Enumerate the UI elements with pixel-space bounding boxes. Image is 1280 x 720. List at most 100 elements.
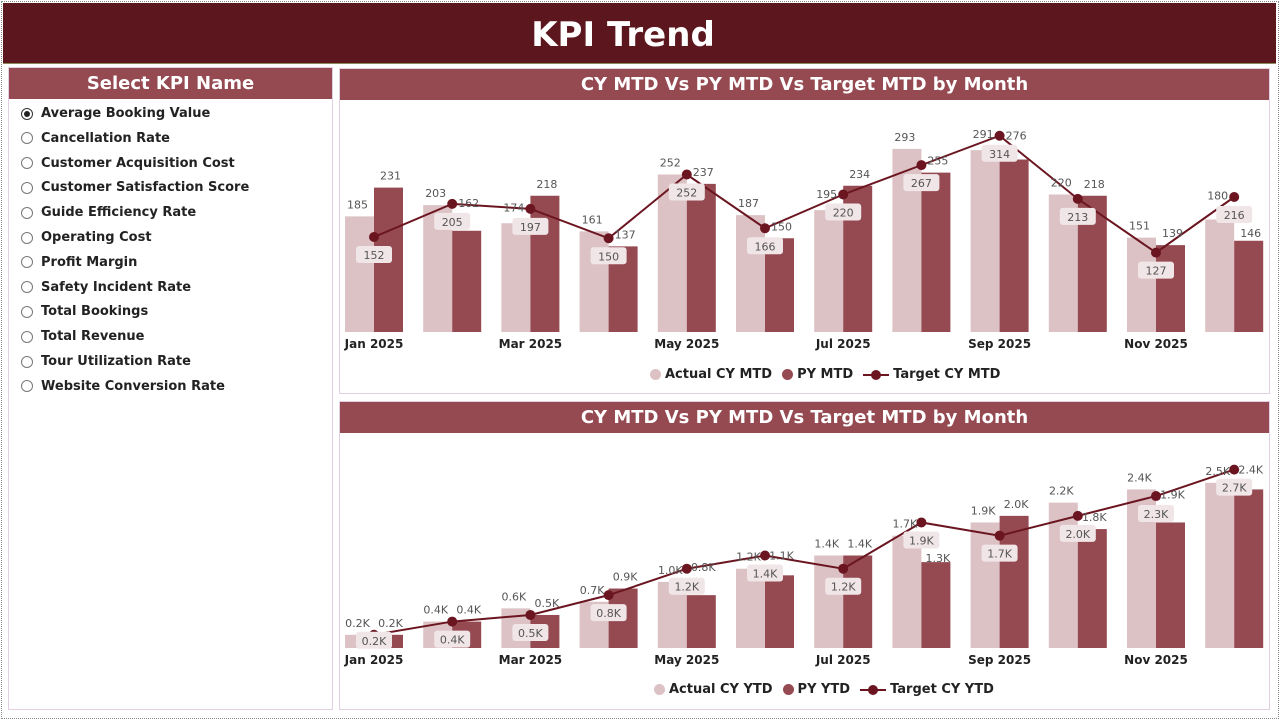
kpi-option[interactable]: Website Conversion Rate xyxy=(21,379,225,394)
data-label-actual: 187 xyxy=(738,197,759,210)
legend-target-cy-mtd[interactable]: Target CY MTD xyxy=(863,367,1000,382)
legend-actual-cy-mtd[interactable]: Actual CY MTD xyxy=(650,367,772,382)
kpi-option[interactable]: Customer Satisfaction Score xyxy=(21,180,249,195)
target-marker[interactable] xyxy=(838,189,849,200)
data-label-py: 234 xyxy=(849,168,870,181)
data-label-actual: 1.9K xyxy=(971,504,996,517)
target-marker[interactable] xyxy=(1229,464,1240,475)
bar-actual[interactable] xyxy=(501,223,531,332)
bar-py[interactable] xyxy=(1234,489,1264,648)
bar-py[interactable] xyxy=(999,159,1029,333)
ytd-chart-title: CY MTD Vs PY MTD Vs Target MTD by Month xyxy=(340,402,1269,433)
target-marker[interactable] xyxy=(1072,510,1083,521)
bar-actual[interactable] xyxy=(814,210,844,332)
bar-actual[interactable] xyxy=(1048,502,1078,648)
radio-button-icon[interactable] xyxy=(21,231,33,244)
target-marker[interactable] xyxy=(603,590,614,601)
target-marker[interactable] xyxy=(916,160,927,171)
data-label-box xyxy=(747,237,783,255)
legend-actual-cy-ytd[interactable]: Actual CY YTD xyxy=(654,682,773,697)
kpi-option[interactable]: Operating Cost xyxy=(21,230,152,245)
data-label-actual: 252 xyxy=(660,157,681,170)
target-marker[interactable] xyxy=(1072,193,1083,204)
bar-actual[interactable] xyxy=(345,216,374,332)
radio-button-icon[interactable] xyxy=(21,107,33,120)
target-marker[interactable] xyxy=(1151,491,1161,502)
target-marker[interactable] xyxy=(760,223,770,234)
bar-py[interactable] xyxy=(1156,522,1185,648)
legend-label: Actual CY MTD xyxy=(665,367,773,382)
kpi-option[interactable]: Cancellation Rate xyxy=(21,131,170,146)
target-marker[interactable] xyxy=(369,232,379,242)
bar-py[interactable] xyxy=(686,183,716,332)
data-label-box xyxy=(512,623,549,641)
data-label-box xyxy=(356,631,392,649)
radio-button-icon[interactable] xyxy=(21,305,33,318)
target-marker[interactable] xyxy=(760,550,770,561)
bar-py[interactable] xyxy=(843,555,873,649)
kpi-option[interactable]: Safety Incident Rate xyxy=(21,280,191,295)
target-marker[interactable] xyxy=(994,530,1005,541)
data-label-actual: 151 xyxy=(1129,220,1150,233)
bar-py[interactable] xyxy=(530,195,560,332)
target-marker[interactable] xyxy=(525,203,536,214)
target-marker[interactable] xyxy=(681,169,692,180)
radio-button-icon[interactable] xyxy=(21,256,33,269)
data-label-actual: 161 xyxy=(582,213,603,226)
radio-button-icon[interactable] xyxy=(21,132,33,145)
radio-button-icon[interactable] xyxy=(21,181,33,194)
data-label-box xyxy=(434,212,471,230)
radio-button-icon[interactable] xyxy=(21,355,33,368)
kpi-option[interactable]: Guide Efficiency Rate xyxy=(21,205,196,220)
radio-button-icon[interactable] xyxy=(21,157,33,170)
kpi-option[interactable]: Customer Acquisition Cost xyxy=(21,156,235,171)
bar-actual[interactable] xyxy=(892,535,922,648)
target-marker[interactable] xyxy=(916,517,927,528)
bar-py[interactable] xyxy=(1156,245,1185,332)
target-marker[interactable] xyxy=(447,198,458,209)
bar-py[interactable] xyxy=(999,515,1029,648)
bar-actual[interactable] xyxy=(970,522,1000,648)
bar-py[interactable] xyxy=(686,595,716,648)
radio-button-icon[interactable] xyxy=(21,380,33,393)
legend-py-mtd[interactable]: PY MTD xyxy=(782,367,853,382)
legend-py-ytd[interactable]: PY YTD xyxy=(782,682,851,697)
bar-actual[interactable] xyxy=(1205,482,1235,648)
bar-py[interactable] xyxy=(1234,240,1264,332)
data-label-py: 231 xyxy=(380,170,401,183)
bar-actual[interactable] xyxy=(579,231,609,332)
data-label-py: 1.9K xyxy=(1160,488,1185,501)
ytd-legend: Actual CY YTD PY YTD Target CY YTD xyxy=(654,682,1004,697)
radio-button-icon[interactable] xyxy=(21,330,33,343)
target-marker[interactable] xyxy=(681,563,692,574)
bar-actual[interactable] xyxy=(970,150,1000,332)
bar-actual[interactable] xyxy=(657,174,687,333)
bar-py[interactable] xyxy=(765,575,794,648)
bar-py[interactable] xyxy=(921,562,951,648)
bar-actual[interactable] xyxy=(814,555,844,649)
target-marker[interactable] xyxy=(603,233,614,244)
target-marker[interactable] xyxy=(1229,192,1240,202)
x-axis-tick-label: Mar 2025 xyxy=(499,653,563,667)
bar-actual[interactable] xyxy=(1205,219,1235,333)
kpi-option[interactable]: Total Revenue xyxy=(21,329,145,344)
bar-actual[interactable] xyxy=(736,215,765,332)
bar-py[interactable] xyxy=(921,172,951,332)
bar-py[interactable] xyxy=(452,230,482,332)
radio-button-icon[interactable] xyxy=(21,281,33,294)
target-marker[interactable] xyxy=(838,563,849,574)
kpi-option[interactable]: Tour Utilization Rate xyxy=(21,354,191,369)
kpi-option[interactable]: Total Bookings xyxy=(21,304,148,319)
legend-label: PY YTD xyxy=(797,682,851,697)
bar-py[interactable] xyxy=(1077,529,1107,648)
target-marker[interactable] xyxy=(1151,247,1161,258)
target-marker[interactable] xyxy=(994,130,1005,141)
target-marker[interactable] xyxy=(525,609,536,620)
kpi-option[interactable]: Average Booking Value xyxy=(21,106,210,121)
kpi-option[interactable]: Profit Margin xyxy=(21,255,137,270)
target-marker[interactable] xyxy=(447,616,458,627)
legend-target-cy-ytd[interactable]: Target CY YTD xyxy=(860,682,994,697)
data-label-py: 0.2K xyxy=(378,617,403,630)
radio-button-icon[interactable] xyxy=(21,206,33,219)
bar-actual[interactable] xyxy=(736,568,765,648)
